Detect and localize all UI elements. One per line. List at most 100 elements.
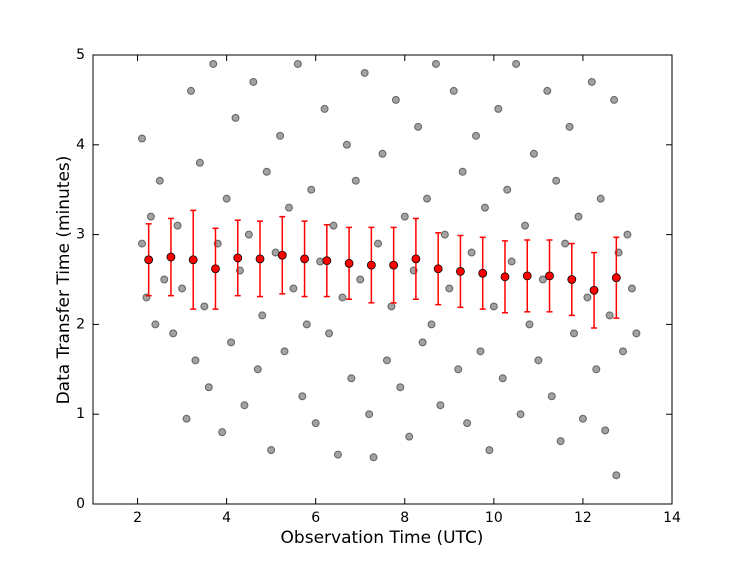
scatter-point (160, 275, 169, 284)
scatter-point (565, 122, 574, 131)
scatter-point (302, 320, 311, 329)
scatter-point (169, 329, 178, 338)
mean-point (322, 256, 332, 266)
scatter-point (218, 428, 227, 437)
scatter-point (521, 221, 530, 230)
scatter-point (244, 230, 253, 239)
mean-point (545, 271, 554, 281)
y-tick-label: 0 (76, 496, 85, 512)
scatter-point (592, 365, 601, 374)
scatter-point (472, 131, 481, 140)
scatter-point (240, 401, 249, 410)
scatter-point (627, 284, 636, 293)
scatter-point (258, 311, 267, 320)
scatter-point (360, 68, 369, 77)
mean-point (611, 273, 621, 283)
y-tick-label: 4 (76, 137, 85, 153)
scatter-point (155, 176, 164, 185)
mean-point (166, 252, 176, 262)
scatter-point (489, 302, 498, 311)
scatter-point (476, 347, 485, 356)
y-tick-label: 2 (76, 316, 85, 332)
scatter-point (356, 275, 365, 284)
scatter-point (200, 302, 209, 311)
scatter-point (454, 365, 463, 374)
scatter-point (583, 293, 592, 302)
scatter-point (311, 419, 320, 428)
scatter-point (449, 86, 458, 95)
scatter-point (378, 149, 387, 158)
mean-point (277, 250, 287, 260)
scatter-point (547, 392, 556, 401)
scatter-point (191, 356, 200, 365)
scatter-point (534, 356, 543, 365)
scatter-point (276, 131, 285, 140)
scatter-point (445, 284, 454, 293)
scatter-point (186, 86, 195, 95)
scatter-point (320, 104, 329, 113)
x-tick-label: 14 (663, 510, 681, 526)
scatter-point (405, 432, 414, 441)
scatter-point (601, 426, 610, 435)
x-axis-label: Observation Time (UTC) (281, 528, 484, 548)
scatter-point (365, 410, 374, 419)
scatter-point (543, 86, 552, 95)
scatter-point (342, 140, 351, 149)
scatter-point (587, 77, 596, 86)
scatter-point (387, 302, 396, 311)
scatter-point (325, 329, 334, 338)
scatter-point (391, 95, 400, 104)
scatter-point (307, 185, 316, 194)
scatter-point (458, 167, 467, 176)
scatter-point (503, 185, 512, 194)
mean-point (500, 272, 510, 282)
scatter-point (178, 284, 187, 293)
x-tick-label: 4 (222, 510, 231, 526)
mean-point (456, 267, 465, 276)
scatter-point (289, 284, 298, 293)
scatter-point (204, 383, 213, 392)
scatter-point (467, 248, 476, 257)
scatter-point (427, 320, 436, 329)
scatter-point (333, 450, 342, 459)
mean-point (589, 285, 599, 295)
scatter-point (227, 338, 236, 347)
scatter-point (351, 176, 360, 185)
scatter-point (538, 275, 547, 284)
scatter-point (507, 257, 516, 266)
scatter-point (151, 320, 160, 329)
scatter-point (485, 446, 494, 455)
x-tick-label: 6 (311, 510, 320, 526)
x-tick-label: 8 (400, 510, 409, 526)
scatter-point (610, 95, 619, 104)
scatter-point (173, 221, 182, 230)
scatter-point (396, 383, 405, 392)
scatter-point (436, 401, 445, 410)
scatter-point (146, 212, 155, 221)
scatter-point (552, 176, 561, 185)
scatter-point (512, 59, 521, 68)
scatter-point (632, 329, 641, 338)
scatter-point (338, 293, 347, 302)
scatter-point (431, 59, 440, 68)
scatter-point (516, 410, 525, 419)
scatter-point (329, 221, 338, 230)
mean-point (522, 271, 532, 281)
x-tick-label: 2 (133, 510, 142, 526)
plot-frame (92, 54, 673, 505)
y-tick-label: 3 (76, 227, 85, 243)
scatter-point (596, 194, 605, 203)
scatter-point (463, 419, 472, 428)
scatter-point (578, 414, 587, 423)
scatter-point (249, 77, 258, 86)
scatter-point (418, 338, 427, 347)
scatter-point (231, 113, 240, 122)
mean-point (211, 264, 220, 274)
scatter-point (374, 239, 383, 248)
scatter-point (494, 104, 503, 113)
mean-point (144, 255, 154, 265)
scatter-point (382, 356, 391, 365)
mean-point (188, 255, 198, 265)
